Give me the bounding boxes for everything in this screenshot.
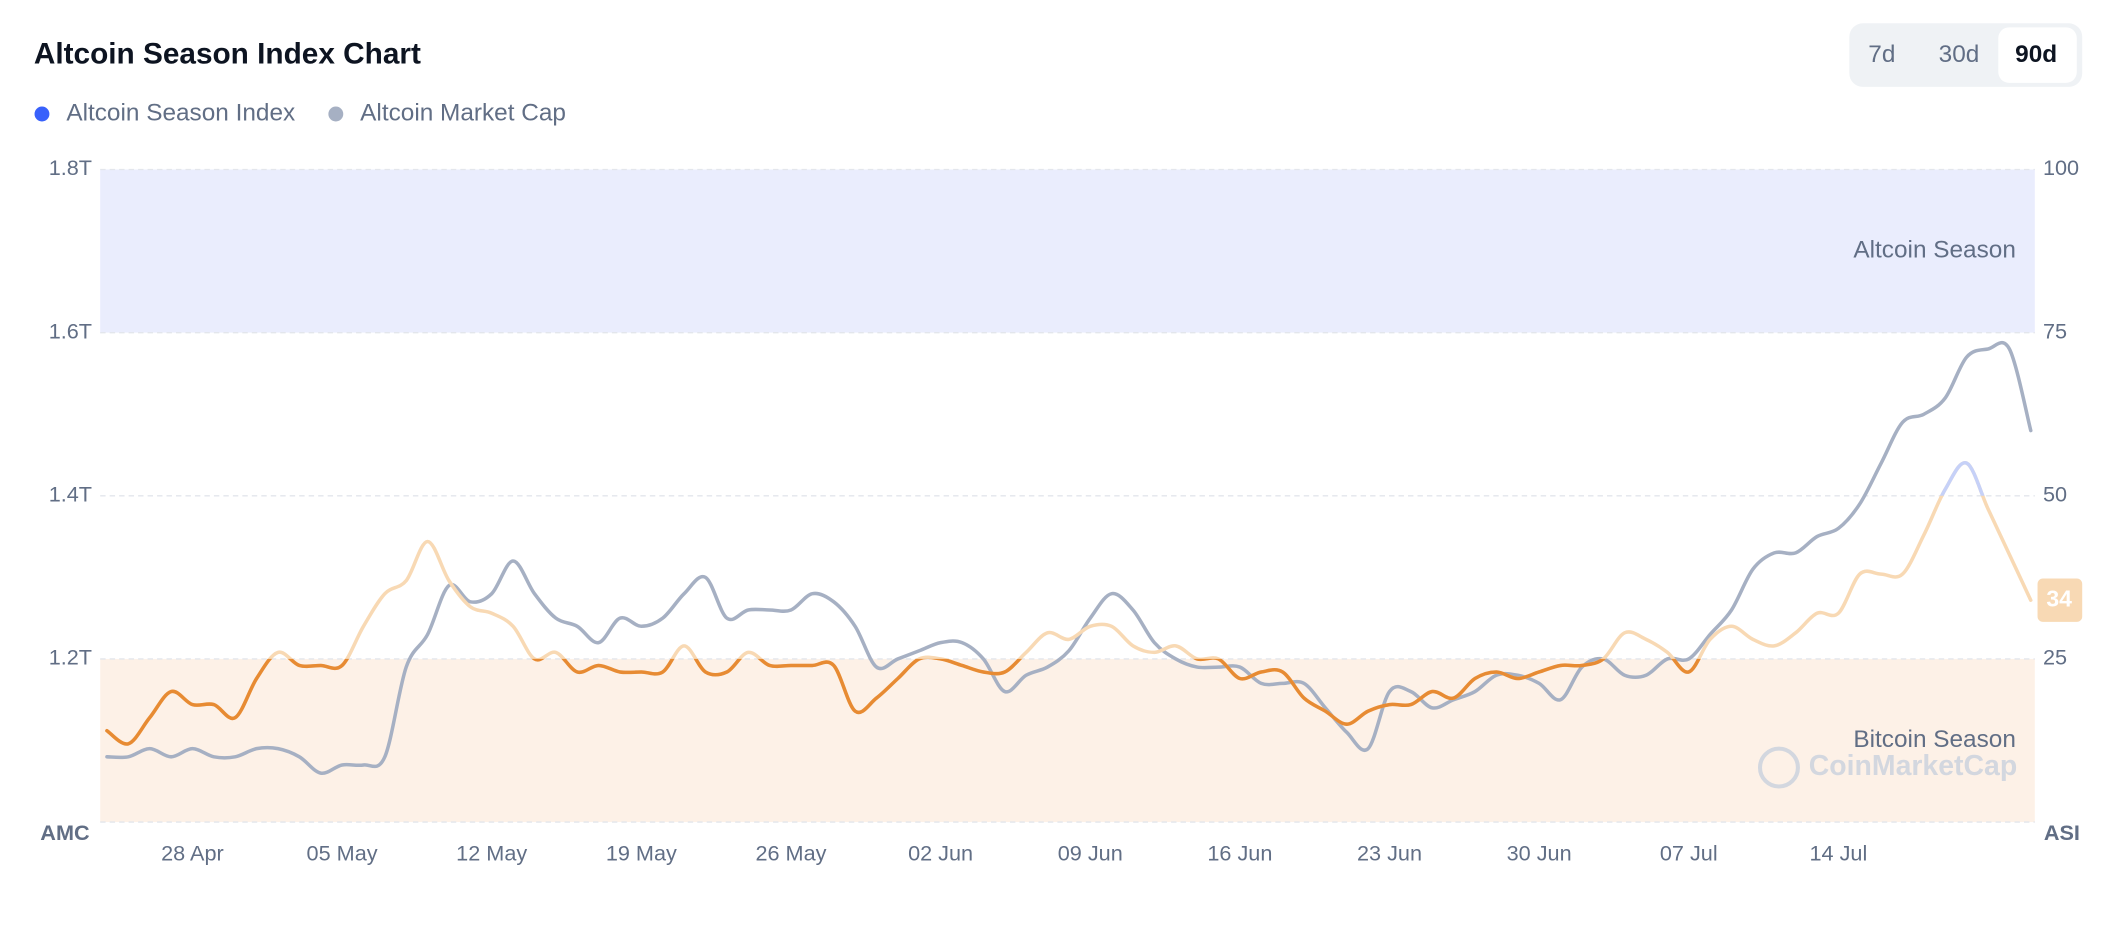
range-button[interactable]: 90d	[2015, 41, 2057, 68]
y2-tick-label: 100	[2043, 155, 2079, 180]
y2-tick-label: 50	[2043, 482, 2067, 507]
y2-tick-label: 25	[2043, 645, 2067, 670]
legend-marker	[34, 106, 50, 122]
x-tick-label: 19 May	[606, 840, 677, 865]
x-tick-label: 16 Jun	[1207, 840, 1272, 865]
x-tick-label: 28 Apr	[161, 840, 224, 865]
legend-marker	[328, 106, 344, 122]
range-button[interactable]: 7d	[1868, 41, 1895, 68]
plot: 34	[105, 340, 2083, 775]
season-zone	[100, 658, 2035, 823]
last-value-label: 34	[2046, 585, 2072, 611]
y-tick-label: 1.6T	[49, 318, 92, 343]
x-tick-label: 30 Jun	[1507, 840, 1572, 865]
x-tick-label: 09 Jun	[1058, 840, 1123, 865]
range-button-active	[1998, 27, 2077, 83]
chart-title: Altcoin Season Index Chart	[34, 38, 421, 71]
y2-axis-label: ASI	[2044, 820, 2080, 845]
season-zone-label: Bitcoin Season	[1853, 726, 2016, 753]
y-tick-label: 1.8T	[49, 155, 92, 180]
legend-label: Altcoin Market Cap	[360, 99, 566, 126]
market-cap-line	[105, 340, 2033, 775]
y-tick-label: 1.4T	[49, 482, 92, 507]
zones: Altcoin Season Bitcoin SeasonCoinMarketCa…	[100, 169, 2035, 823]
x-tick-label: 12 May	[456, 840, 527, 865]
watermark-logo	[1757, 746, 1800, 789]
grid	[100, 168, 2035, 660]
x-tick-label: 23 Jun	[1357, 840, 1422, 865]
y2-tick-label: 75	[2043, 318, 2067, 343]
y-axis-label: AMC	[40, 820, 90, 845]
x-tick-label: 26 May	[755, 840, 826, 865]
watermark: CoinMarketCap	[1809, 750, 2017, 782]
range-selector: 7d 30d 90d	[1849, 23, 2083, 87]
season-zone	[100, 169, 2035, 333]
y-tick-label: 1.2T	[49, 645, 92, 670]
range-button[interactable]: 30d	[1939, 41, 1980, 68]
x-tick-label: 05 May	[307, 840, 378, 865]
x-tick-label: 14 Jul	[1809, 840, 1867, 865]
x-tick-label: 07 Jul	[1660, 840, 1718, 865]
legend: Altcoin Season Index Altcoin Market Cap	[34, 99, 566, 126]
axis-labels: 1.2T 1.4T 1.6T 1.8T 25 50 75 100 28 Apr 05 May 12 …	[40, 155, 2080, 865]
index-line	[105, 461, 2033, 746]
season-zone-label: Altcoin Season	[1853, 237, 2016, 264]
legend-label: Altcoin Season Index	[66, 99, 295, 126]
last-value-badge	[2037, 578, 2083, 622]
x-tick-label: 02 Jun	[908, 840, 973, 865]
